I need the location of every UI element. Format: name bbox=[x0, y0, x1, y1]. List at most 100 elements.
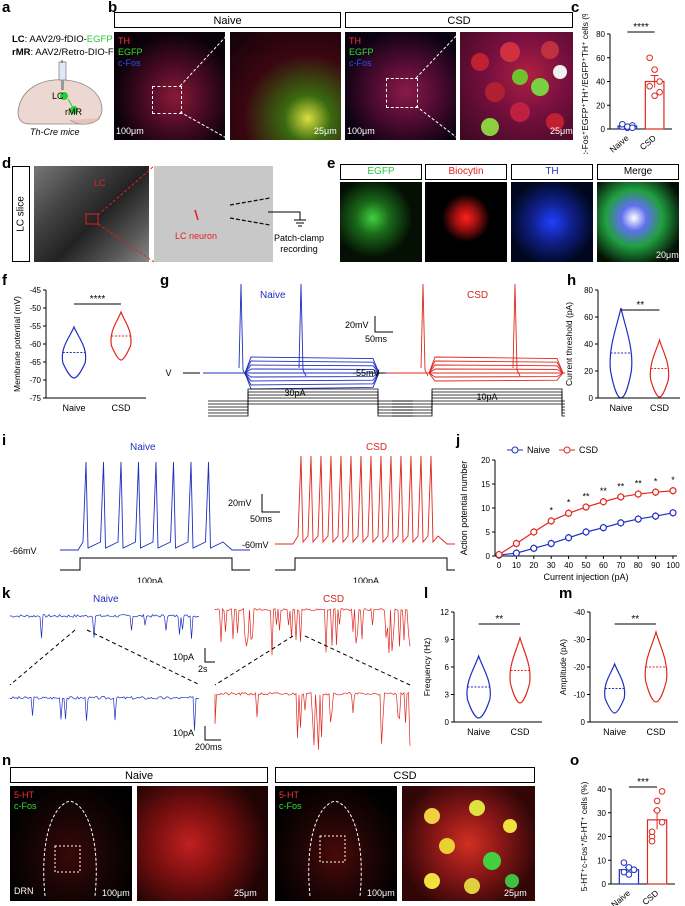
x-category-label: Naive bbox=[609, 888, 632, 906]
chart-f: -45 -50 -55 -60 -65 -70 -75 Naive CSD **** Membran… bbox=[12, 286, 146, 413]
data-point bbox=[646, 82, 653, 90]
zoom-box-naive bbox=[152, 86, 182, 114]
y-tick-label: -70 bbox=[29, 376, 41, 385]
y-tick-label: 10 bbox=[481, 504, 490, 513]
data-point-naive bbox=[530, 544, 538, 552]
lc-label-d: LC bbox=[94, 178, 106, 188]
n-channel-cfos-csd: c-Fos bbox=[279, 801, 302, 811]
v-naive: -63mV bbox=[165, 368, 172, 378]
step-stimulus bbox=[208, 394, 413, 408]
x-category-label: CSD bbox=[510, 727, 530, 737]
label-naive: Naive bbox=[260, 290, 286, 301]
x-tick-label: 0 bbox=[497, 561, 502, 570]
scale-csd-high: 25μm bbox=[550, 126, 573, 136]
sig-label: ** bbox=[582, 491, 590, 501]
scale-t: 50ms bbox=[250, 514, 273, 524]
step-stimulus bbox=[208, 397, 413, 411]
y-tick-label: 5 bbox=[486, 528, 491, 537]
traces-g: Naive CSD -63mV -55mV 30pA 10pA 20mV 50ms bbox=[165, 283, 565, 417]
y-tick-label: 15 bbox=[481, 480, 490, 489]
panel-label-d: d bbox=[2, 155, 12, 172]
data-point bbox=[646, 54, 653, 62]
e-img-biocytin bbox=[425, 182, 507, 262]
y-tick-label: 0 bbox=[602, 880, 607, 889]
micrograph-n-naive-high bbox=[137, 786, 268, 901]
y-tick-label: 20 bbox=[597, 833, 606, 842]
sig-label: ** bbox=[631, 614, 639, 625]
channel-cfos: c-Fos bbox=[118, 58, 141, 68]
panel-label-m: m bbox=[559, 585, 573, 602]
y-tick-label: 20 bbox=[584, 367, 593, 376]
y-axis-label: c-Fos⁺EGFP⁺TH⁺/EGFP⁺TH⁺ cells (%) bbox=[580, 14, 590, 154]
data-point-csd bbox=[512, 539, 521, 548]
y-axis-label: Current threshold (pA) bbox=[564, 302, 574, 386]
x-category-label: Naive bbox=[62, 403, 85, 413]
y-tick-label: -45 bbox=[29, 286, 41, 295]
label-naive: Naive bbox=[130, 442, 156, 453]
x-category-label: CSD bbox=[650, 403, 670, 413]
y-tick-label: -65 bbox=[29, 358, 41, 367]
action-potential bbox=[238, 283, 247, 377]
zoom-line bbox=[214, 635, 294, 686]
y-tick-label: 80 bbox=[584, 286, 593, 295]
spike-train bbox=[60, 461, 250, 551]
x-category-label: Naive bbox=[467, 727, 490, 737]
e-header-merge: Merge bbox=[597, 164, 679, 180]
label-csd: CSD bbox=[366, 442, 387, 453]
y-axis-label: Action potential number bbox=[459, 461, 469, 556]
panel-label-k: k bbox=[2, 585, 11, 602]
n-channel-cfos: c-Fos bbox=[14, 801, 37, 811]
chart-o: 0 10 20 30 40 Naive CSD *** 5-HT⁺c-Fos⁺/5-HT⁺ ce… bbox=[579, 777, 675, 906]
y-tick-label: -30 bbox=[573, 636, 585, 645]
data-point-naive bbox=[599, 524, 607, 532]
scale-v: 20mV bbox=[228, 498, 252, 508]
x-tick-label: 90 bbox=[651, 561, 660, 570]
x-tick-label: 60 bbox=[599, 561, 608, 570]
x-tick-label: 70 bbox=[616, 561, 625, 570]
patch-clamp-label: Patch-clamp recording bbox=[274, 233, 325, 254]
data-point-naive bbox=[634, 515, 642, 523]
panel-a-text: LC: AAV2/9-fDIO-EGFP rMR: AAV2/Retro-DIO… bbox=[12, 34, 126, 58]
panel-label-e: e bbox=[327, 155, 336, 172]
violin-naive bbox=[466, 654, 491, 719]
panel-label-j: j bbox=[456, 432, 461, 449]
x-category-label: Naive bbox=[603, 727, 626, 737]
e-header-biocytin: Biocytin bbox=[425, 164, 507, 180]
micrograph-n-naive-low bbox=[10, 786, 132, 901]
data-point-csd bbox=[495, 550, 503, 559]
sig-label: ** bbox=[635, 478, 643, 488]
scale2-t: 200ms bbox=[195, 742, 223, 752]
x-tick-label: 50 bbox=[582, 561, 591, 570]
x-category-label: CSD bbox=[646, 727, 666, 737]
chart-l: 12 9 6 3 0 Naive CSD ** Frequency (Hz) bbox=[422, 608, 542, 737]
spike-train bbox=[275, 455, 455, 545]
panel-b-header-csd: CSD bbox=[345, 12, 573, 28]
data-point-csd bbox=[547, 517, 555, 525]
data-point-csd bbox=[582, 503, 590, 511]
y-tick-label: 9 bbox=[445, 636, 450, 645]
n-channel-5ht-csd: 5-HT bbox=[279, 790, 299, 800]
y-tick-label: 20 bbox=[481, 456, 490, 465]
channel-cfos-csd: c-Fos bbox=[349, 58, 372, 68]
data-point bbox=[648, 828, 656, 836]
panel-label-l: l bbox=[424, 585, 429, 602]
y-tick-label: 40 bbox=[597, 785, 606, 794]
y-tick-label: -60 bbox=[29, 340, 41, 349]
panel-label-f: f bbox=[2, 272, 7, 289]
scale-csd-low: 100μm bbox=[347, 126, 375, 136]
current-trace bbox=[214, 691, 411, 750]
legend-label-naive: Naive bbox=[527, 445, 550, 455]
n-region-label: DRN bbox=[14, 886, 34, 896]
x-tick-label: 10 bbox=[512, 561, 521, 570]
n-channel-5ht: 5-HT bbox=[14, 790, 34, 800]
y-tick-label: 0 bbox=[601, 125, 606, 134]
data-point bbox=[620, 859, 628, 866]
data-point bbox=[648, 837, 656, 845]
panel-label-h: h bbox=[567, 272, 577, 289]
current-trace bbox=[9, 613, 200, 639]
data-point-csd bbox=[617, 493, 625, 501]
mice-label: Th-Cre mice bbox=[30, 127, 80, 137]
